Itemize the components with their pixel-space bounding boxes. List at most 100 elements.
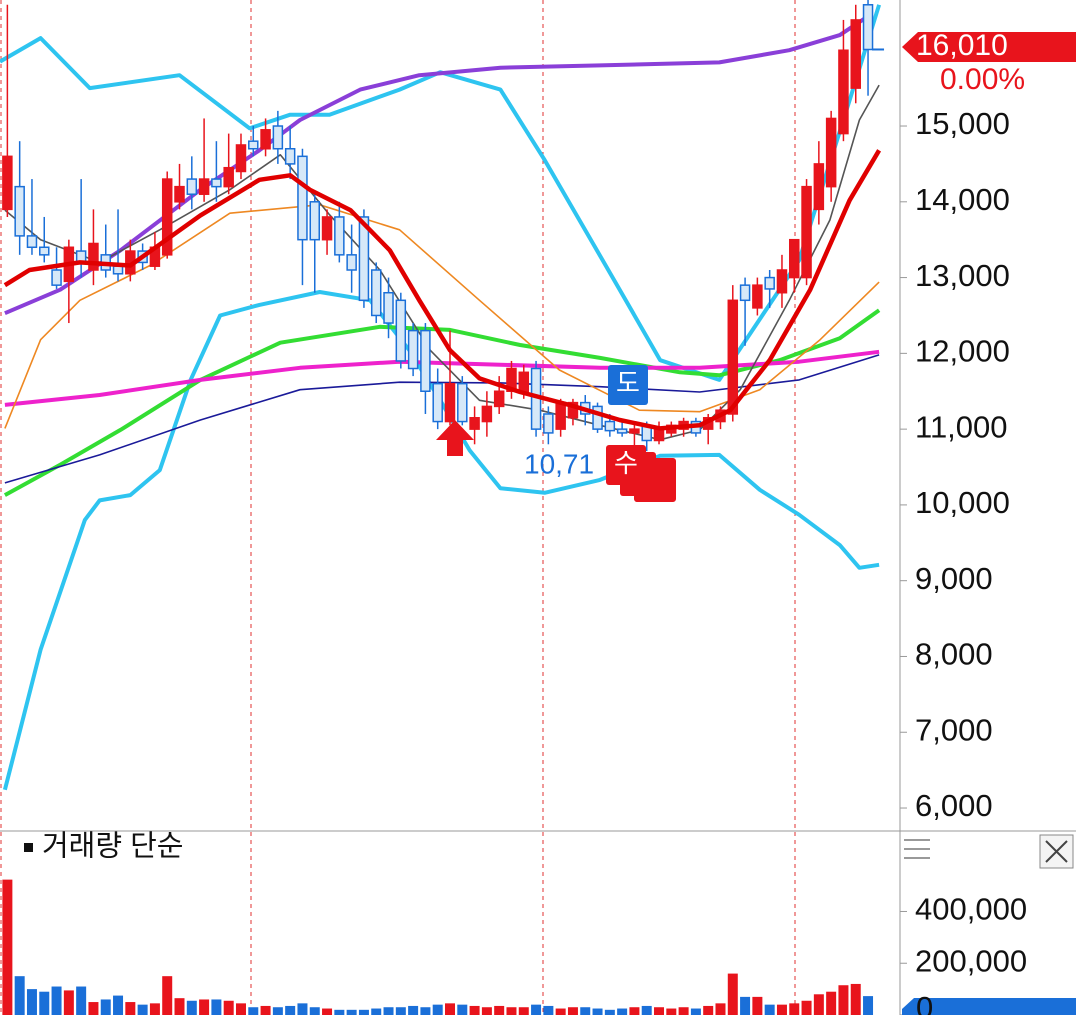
candle-body xyxy=(629,428,640,434)
candle-body xyxy=(174,185,185,203)
volume-bar xyxy=(408,1005,419,1015)
candle-body xyxy=(51,269,62,286)
volume-bar xyxy=(764,1004,775,1015)
candle-body xyxy=(727,299,739,415)
candle-body xyxy=(616,428,628,434)
volume-bar xyxy=(727,973,738,1015)
volume-bar xyxy=(776,1004,787,1015)
legend-marker xyxy=(24,843,33,852)
volume-bar xyxy=(469,1005,480,1015)
volume-bar xyxy=(838,985,849,1015)
volume-bar xyxy=(641,1005,652,1015)
y-tick-label: 11,000 xyxy=(915,409,1008,444)
y-tick-label: 400,000 xyxy=(915,892,1027,927)
candle-body xyxy=(211,178,222,188)
y-tick-label: 7,000 xyxy=(915,712,993,747)
candle-body xyxy=(260,129,271,150)
candle-body xyxy=(26,235,38,249)
volume-bar xyxy=(51,986,62,1015)
indicator-line xyxy=(0,4,882,382)
volume-bar xyxy=(826,991,837,1015)
candle-body xyxy=(653,428,665,442)
volume-bar xyxy=(654,1007,665,1015)
change-label: 0.00% xyxy=(940,63,1025,96)
buy-signal-box xyxy=(606,445,646,485)
candle-body xyxy=(862,4,874,51)
volume-bar xyxy=(494,1005,505,1015)
volume-bar xyxy=(211,999,222,1015)
candle-body xyxy=(518,371,530,392)
low-price-label: 10,71 xyxy=(524,448,594,479)
y-tick-label: 12,000 xyxy=(915,334,1010,369)
volume-bar xyxy=(162,976,173,1015)
volume-bar xyxy=(285,1005,296,1015)
y-tick-label: 14,000 xyxy=(915,182,1010,217)
volume-bar xyxy=(334,1009,345,1015)
volume-bar xyxy=(235,1003,246,1015)
candle-body xyxy=(764,276,775,290)
candle-body xyxy=(112,265,124,275)
menu-icon[interactable] xyxy=(904,839,930,859)
volume-bar xyxy=(555,1008,566,1015)
candle-body xyxy=(567,401,579,419)
volume-bar xyxy=(88,1002,99,1015)
candle-body xyxy=(223,166,234,188)
volume-bar xyxy=(322,1008,333,1015)
candle-body xyxy=(14,185,25,237)
volume-bar xyxy=(531,1004,542,1015)
candle-body xyxy=(407,329,419,370)
volume-bar xyxy=(309,1007,320,1015)
candle-body xyxy=(334,216,345,256)
volume-bar xyxy=(580,1007,591,1015)
candle-body xyxy=(321,216,333,241)
candle-body xyxy=(752,284,763,309)
volume-bar xyxy=(149,1003,160,1015)
volume-bar xyxy=(432,1004,443,1015)
candle-body xyxy=(420,329,431,392)
volume-bar xyxy=(567,1007,578,1015)
close-button[interactable] xyxy=(1039,834,1074,869)
volume-bar xyxy=(358,1009,369,1015)
volume-bar xyxy=(604,1009,615,1015)
volume-bar xyxy=(543,1005,554,1015)
axes: 6,000 7,000 8,000 9,000 10,000 11,000 12,000 13… xyxy=(900,106,1076,1015)
volume-bar xyxy=(863,996,874,1015)
volume-bar xyxy=(457,1004,468,1015)
y-tick-label: 10,000 xyxy=(915,485,1010,520)
candle-body xyxy=(383,291,394,324)
indicator-line xyxy=(4,13,871,316)
volume-bar xyxy=(420,1007,431,1015)
candle-body xyxy=(444,382,456,423)
volume-bar xyxy=(481,1007,492,1015)
volume-bar xyxy=(395,1007,406,1015)
candle-body xyxy=(395,299,407,362)
candle-body xyxy=(789,238,800,279)
candle-body xyxy=(358,216,370,302)
candle-body xyxy=(88,242,99,271)
volume-title: 거래량 단순 xyxy=(42,830,183,863)
price-plot xyxy=(0,0,885,791)
volume-bar xyxy=(850,983,861,1015)
volume-bar xyxy=(26,989,37,1015)
candle-body xyxy=(481,405,493,423)
volume-bar xyxy=(174,998,185,1015)
volume-bar xyxy=(801,1000,812,1015)
candle-body xyxy=(776,269,788,294)
volume-bar xyxy=(445,1003,455,1015)
sell-signal: 도 xyxy=(616,368,640,398)
y-tick-label: 13,000 xyxy=(915,258,1010,293)
volume-bar xyxy=(740,996,751,1015)
y-tick-label: 8,000 xyxy=(915,637,993,672)
volume-tag xyxy=(902,998,1076,1015)
volume-bar xyxy=(346,1009,357,1015)
candle-body xyxy=(813,163,825,211)
volume-bar xyxy=(248,1007,259,1015)
volume-bar xyxy=(272,1007,283,1015)
volume-bar xyxy=(629,1007,640,1015)
volume-bar xyxy=(715,1003,726,1015)
volume-bar xyxy=(383,1007,394,1015)
candle-body xyxy=(739,284,751,302)
volume-bar xyxy=(100,999,111,1015)
volume-bar xyxy=(39,991,50,1015)
